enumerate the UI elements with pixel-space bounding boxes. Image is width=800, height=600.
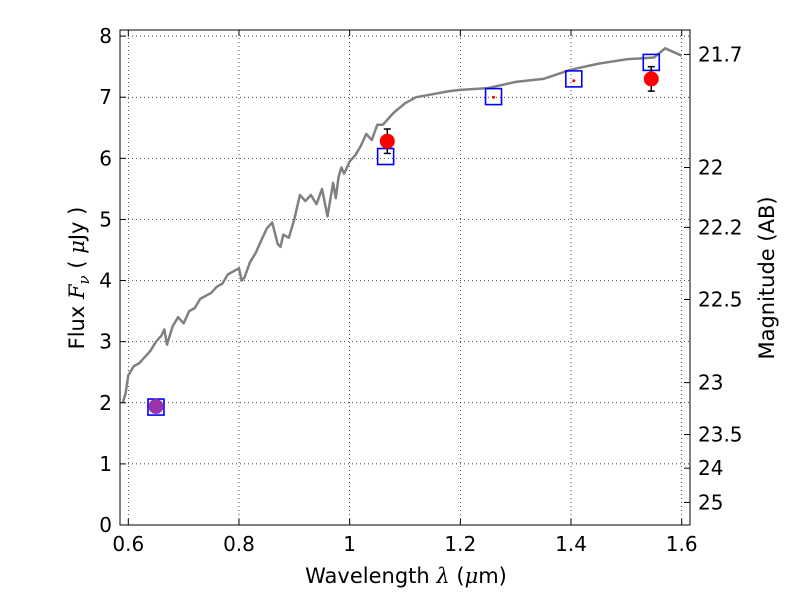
right-axis-label: Magnitude (AB) — [755, 196, 779, 359]
y-tick-label: 2 — [99, 391, 112, 415]
observed-flux-point — [643, 71, 659, 87]
grid — [120, 30, 690, 525]
y-tick-label: 1 — [99, 452, 112, 476]
x-tick-label: 1.6 — [666, 532, 698, 556]
x-tick-label: 1.4 — [555, 532, 587, 556]
observed-flux-point — [379, 133, 395, 149]
right-tick-label: 21.7 — [698, 42, 743, 66]
model-flux-square — [564, 70, 583, 88]
frame-layer — [119, 29, 691, 526]
observed-flux-point — [572, 79, 576, 83]
y-tick-label: 5 — [99, 207, 112, 231]
right-tick-label: 22.2 — [698, 215, 743, 239]
y-tick-label: 0 — [99, 513, 112, 537]
y-tick-label: 4 — [99, 269, 112, 293]
x-axis-label: Wavelength λ (μm) — [305, 564, 507, 588]
ticks-layer: 0.6 0.8 1 1.2 1.4 1.601234567821.72222.222.52… — [99, 24, 742, 556]
right-tick-label: 24 — [698, 456, 723, 480]
observed-flux-point — [148, 398, 164, 414]
series-layer — [121, 47, 683, 416]
observed-flux-point — [492, 95, 496, 99]
right-tick-label: 23 — [698, 371, 723, 395]
right-tick-label: 22.5 — [698, 288, 743, 312]
y-tick-label: 7 — [99, 85, 112, 109]
x-tick-label: 0.6 — [112, 532, 144, 556]
right-tick-label: 25 — [698, 490, 723, 514]
model-spectrum-line — [121, 47, 683, 404]
x-tick-label: 1 — [343, 532, 356, 556]
model-flux-square — [484, 87, 503, 106]
right-tick-label: 22 — [698, 156, 723, 180]
right-tick-label: 23.5 — [698, 423, 743, 447]
x-tick-label: 0.8 — [223, 532, 255, 556]
y-tick-label: 6 — [99, 146, 112, 170]
y-tick-label: 8 — [99, 24, 112, 48]
y-axis-label: Flux Fν ( μJy ) — [65, 207, 93, 350]
plot-frame — [119, 29, 691, 526]
x-tick-label: 1.2 — [444, 532, 476, 556]
y-tick-label: 3 — [99, 330, 112, 354]
